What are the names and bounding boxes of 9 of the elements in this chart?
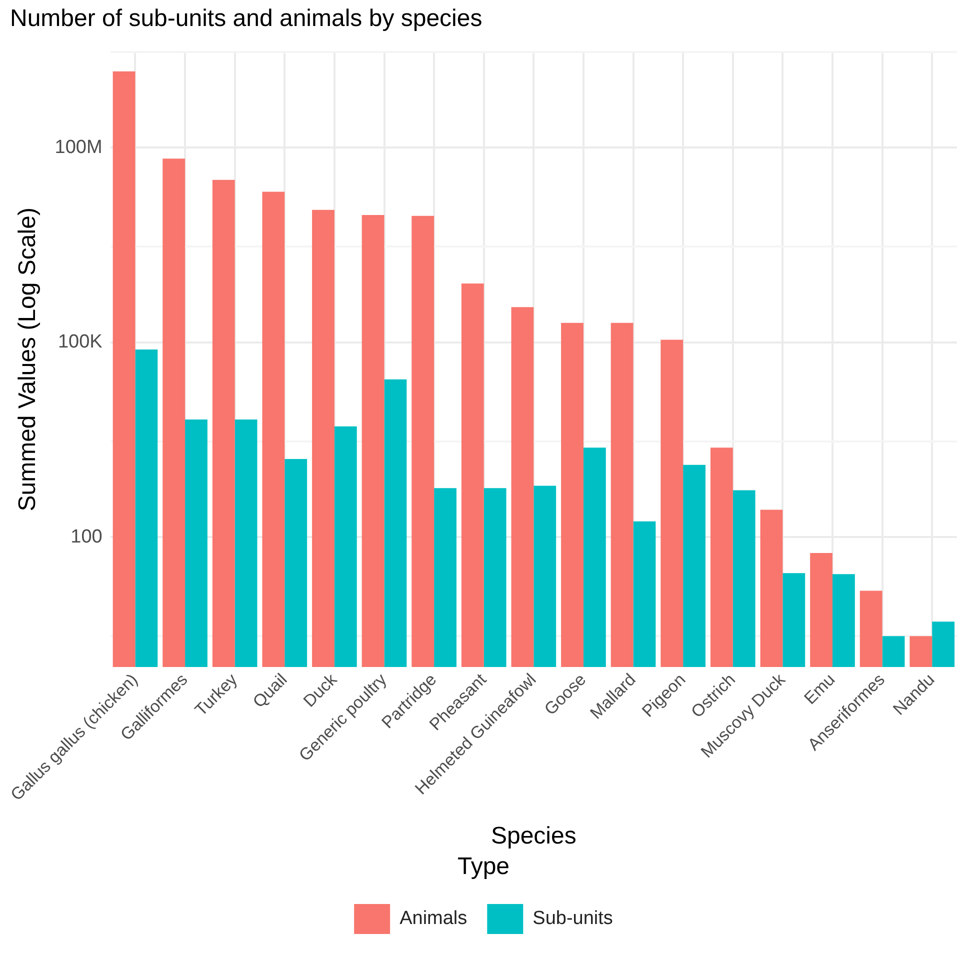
chart-title: Number of sub-units and animals by species xyxy=(10,5,482,32)
x-axis-title: Species xyxy=(490,822,576,850)
legend-label: Sub-units xyxy=(532,908,613,930)
legend-label: Animals xyxy=(400,908,468,930)
y-tick-label: 100M xyxy=(54,136,102,158)
y-tick-label: 100K xyxy=(58,332,103,353)
y-axis-title: Summed Values (Log Scale) xyxy=(14,208,42,512)
y-tick-label: 100 xyxy=(70,526,102,548)
legend-title: Type xyxy=(457,852,510,880)
